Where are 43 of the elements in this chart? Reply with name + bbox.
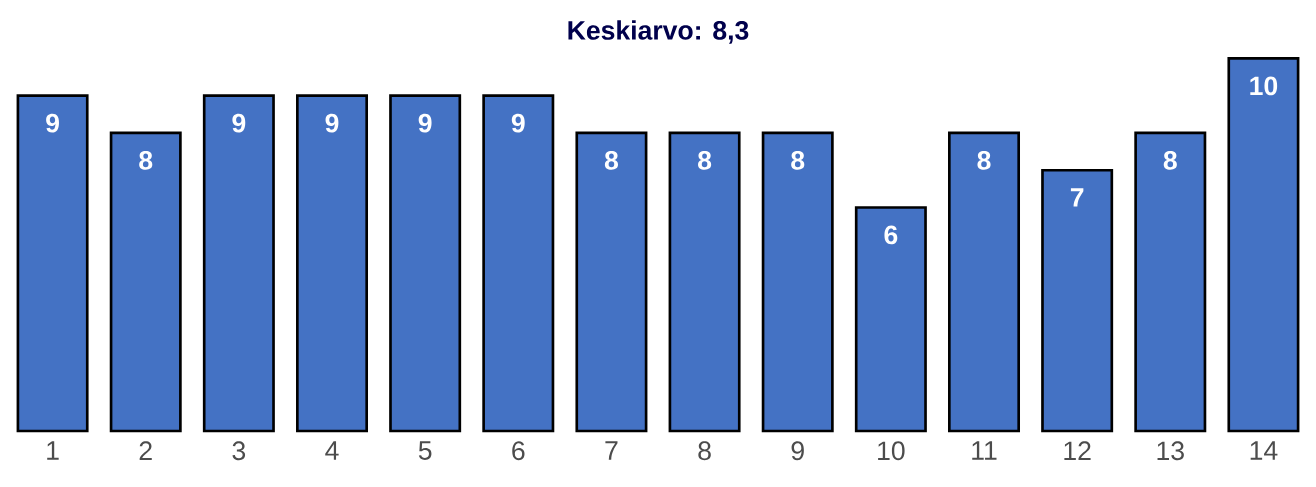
bar xyxy=(761,131,834,433)
data-label: 9 xyxy=(511,113,525,133)
data-label: 8 xyxy=(791,150,805,170)
x-tick-label: 14 xyxy=(1250,441,1278,460)
bar xyxy=(854,206,927,433)
x-tick-label: 12 xyxy=(1064,441,1091,460)
bar xyxy=(1041,168,1114,433)
x-tick-label: 5 xyxy=(418,441,432,460)
bar xyxy=(482,94,555,433)
bar xyxy=(16,94,89,433)
x-tick-label: 3 xyxy=(232,441,246,461)
data-label: 6 xyxy=(884,225,898,245)
chart-title: Keskiarvo: 8,3 xyxy=(568,20,749,44)
data-label: 9 xyxy=(418,113,432,133)
bar xyxy=(668,131,741,433)
x-tick-label: 2 xyxy=(139,441,152,460)
x-tick-label: 13 xyxy=(1157,441,1184,461)
x-tick-label: 4 xyxy=(325,441,339,460)
x-tick-label: 9 xyxy=(791,441,804,461)
data-label: 9 xyxy=(232,113,246,133)
bar xyxy=(948,131,1021,433)
x-tick-label: 10 xyxy=(878,441,905,461)
x-tick-label: 7 xyxy=(605,441,618,460)
x-tick-label: 1 xyxy=(47,441,59,460)
data-label: 9 xyxy=(325,113,339,133)
data-label: 8 xyxy=(604,150,619,170)
data-label: 8 xyxy=(1163,150,1177,170)
data-label: 8 xyxy=(977,150,991,170)
data-label: 7 xyxy=(1070,188,1084,207)
bar xyxy=(109,131,182,433)
bar xyxy=(389,94,462,433)
x-tick-label: 8 xyxy=(698,441,711,461)
data-label: 8 xyxy=(698,150,712,170)
bar xyxy=(1134,131,1207,433)
bar xyxy=(1227,57,1300,433)
data-label: 9 xyxy=(46,113,59,133)
bar xyxy=(575,131,648,433)
bar xyxy=(296,94,369,433)
x-tick-label: 6 xyxy=(512,441,525,461)
bar xyxy=(202,94,275,433)
data-label: 10 xyxy=(1250,76,1278,96)
data-label: 8 xyxy=(139,150,153,170)
x-tick-label: 11 xyxy=(972,441,997,460)
